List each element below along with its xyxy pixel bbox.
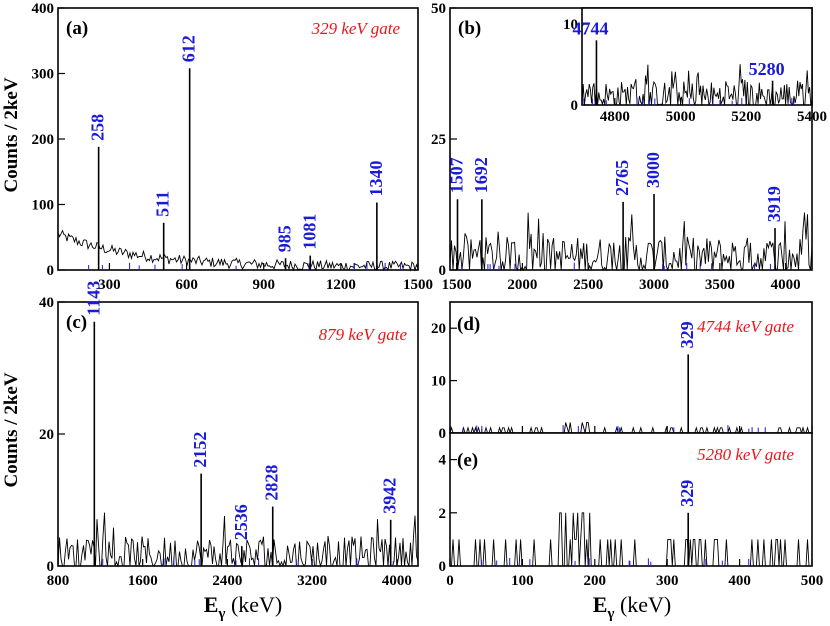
y-tick-label-e: 2	[439, 506, 447, 522]
y-tick-label-b: 25	[431, 132, 446, 148]
x-tick-label-c: 2400	[212, 573, 242, 589]
y-tick-label-b-inset: 0	[571, 98, 579, 114]
x-tick-label-b: 2500	[573, 277, 603, 293]
spectrum-b	[449, 212, 813, 272]
background-trace-a	[57, 229, 419, 272]
y-tick-label-e: 4	[439, 453, 447, 469]
peak-label-a-258: 258	[88, 114, 108, 141]
panel-label-c: (c)	[66, 312, 87, 333]
peak-label-e-329: 329	[677, 480, 697, 507]
y-tick-label-a: 400	[32, 1, 55, 17]
x-tick-label-b: 2000	[507, 277, 537, 293]
peak-label-b-3000: 3000	[643, 152, 663, 188]
peak-label-a-1340: 1340	[366, 161, 386, 197]
peak-label-c-1143: 1143	[83, 281, 103, 316]
gate-label-c: 879 keV gate	[319, 325, 408, 344]
peak-label-c-2828: 2828	[262, 465, 282, 501]
x-tick-label-b: 3500	[705, 277, 735, 293]
plot-frame-d	[449, 301, 813, 434]
x-tick-label-a: 600	[175, 277, 198, 293]
peak-label-c-2536: 2536	[231, 504, 251, 540]
x-tick-label-a: 1500	[403, 277, 433, 293]
y-tick-label-a: 300	[32, 67, 55, 83]
y-tick-label-b-inset: 10	[563, 17, 578, 33]
panel-d: 0 10 20 329 (d) 4744 keV gate	[431, 301, 813, 442]
y-tick-label-c: 40	[39, 295, 54, 311]
peak-label-c-2152: 2152	[190, 432, 210, 468]
panel-e: 0 100 200 300 400 500 0 2 4 329 (e) 5280 keV gate	[439, 432, 824, 589]
peak-label-a-985: 985	[275, 225, 295, 252]
spectrum-e	[450, 512, 812, 567]
peak-label-c-3942: 3942	[380, 478, 400, 514]
x-tick-label-b-inset: 5000	[666, 109, 696, 125]
x-tick-label-c: 4000	[382, 573, 412, 589]
plot-frame-b-inset	[581, 7, 813, 106]
peak-label-a-511: 511	[153, 191, 173, 217]
x-tick-label-c: 1600	[128, 573, 158, 589]
peak-label-b-2765: 2765	[612, 160, 632, 196]
x-tick-label-c: 3200	[297, 573, 327, 589]
x-tick-label-e: 500	[801, 573, 824, 589]
x-tick-label-e: 300	[656, 573, 679, 589]
y-tick-label-a: 0	[47, 263, 55, 279]
panel-label-d: (d)	[457, 314, 480, 335]
background-trace-b	[449, 212, 813, 272]
panel-label-b: (b)	[458, 18, 481, 39]
peak-label-b-inset-4744: 4744	[572, 18, 608, 38]
gate-label-d: 4744 keV gate	[697, 317, 794, 336]
x-tick-label-e: 400	[728, 573, 751, 589]
panel-label-e: (e)	[457, 450, 478, 471]
gate-label-e: 5280 keV gate	[697, 445, 794, 464]
panel-a: 300 600 900 1200 1500 0 100 200 300 400 258 511 612 9…	[32, 1, 434, 293]
x-tick-label-a: 300	[98, 277, 121, 293]
y-tick-label-b: 0	[439, 263, 447, 279]
peak-label-b-1507: 1507	[447, 157, 467, 193]
x-tick-label-a: 900	[252, 277, 275, 293]
x-tick-label-b: 1500	[442, 277, 472, 293]
background-trace-b-inset	[581, 64, 813, 106]
y-tick-label-e: 0	[439, 559, 447, 575]
peak-label-b-3919: 3919	[764, 186, 784, 222]
x-axis-label-right: Eγ (keV)	[593, 592, 672, 622]
x-tick-label-a: 1200	[326, 277, 356, 293]
background-trace-e	[450, 512, 812, 567]
x-tick-label-e: 0	[446, 573, 454, 589]
x-tick-label-b-inset: 4800	[600, 109, 630, 125]
peak-label-d-329: 329	[677, 321, 697, 348]
x-tick-label-e: 100	[511, 573, 534, 589]
plot-frame-a	[57, 7, 419, 271]
x-axis-label-left: Eγ (keV)	[204, 592, 283, 622]
y-tick-label-a: 200	[32, 132, 55, 148]
y-tick-label-d: 0	[439, 426, 447, 442]
x-tick-label-c: 800	[47, 573, 70, 589]
panel-c: 800 1600 2400 3200 4000 0 20 40 1143 2152 2536 2828…	[39, 281, 419, 589]
x-tick-label-b: 4000	[771, 277, 801, 293]
peak-label-a-1081: 1081	[299, 214, 319, 250]
x-tick-label-b-inset: 5400	[797, 109, 827, 125]
peak-label-b-inset-5280: 5280	[749, 59, 785, 79]
y-tick-label-d: 20	[431, 321, 446, 337]
x-tick-label-b-inset: 5200	[731, 109, 761, 125]
peak-label-a-612: 612	[179, 35, 199, 62]
y-tick-label-a: 100	[32, 198, 55, 214]
spectrum-b-inset	[581, 64, 813, 106]
background-trace-c	[57, 512, 419, 568]
panel-label-a: (a)	[66, 18, 88, 39]
y-tick-label-c: 0	[47, 559, 55, 575]
x-tick-label-b: 3000	[639, 277, 669, 293]
y-tick-label-d: 10	[431, 374, 446, 390]
gate-label-a: 329 keV gate	[311, 19, 401, 38]
spectrum-a	[57, 229, 419, 272]
peak-label-b-1692: 1692	[471, 157, 491, 193]
y-tick-label-b: 50	[431, 1, 446, 17]
y-axis-label-bottom: Counts / 2keV	[1, 372, 22, 487]
y-axis-label-top: Counts / 2keV	[1, 77, 22, 192]
y-tick-label-c: 20	[39, 427, 54, 443]
x-tick-label-e: 200	[584, 573, 607, 589]
